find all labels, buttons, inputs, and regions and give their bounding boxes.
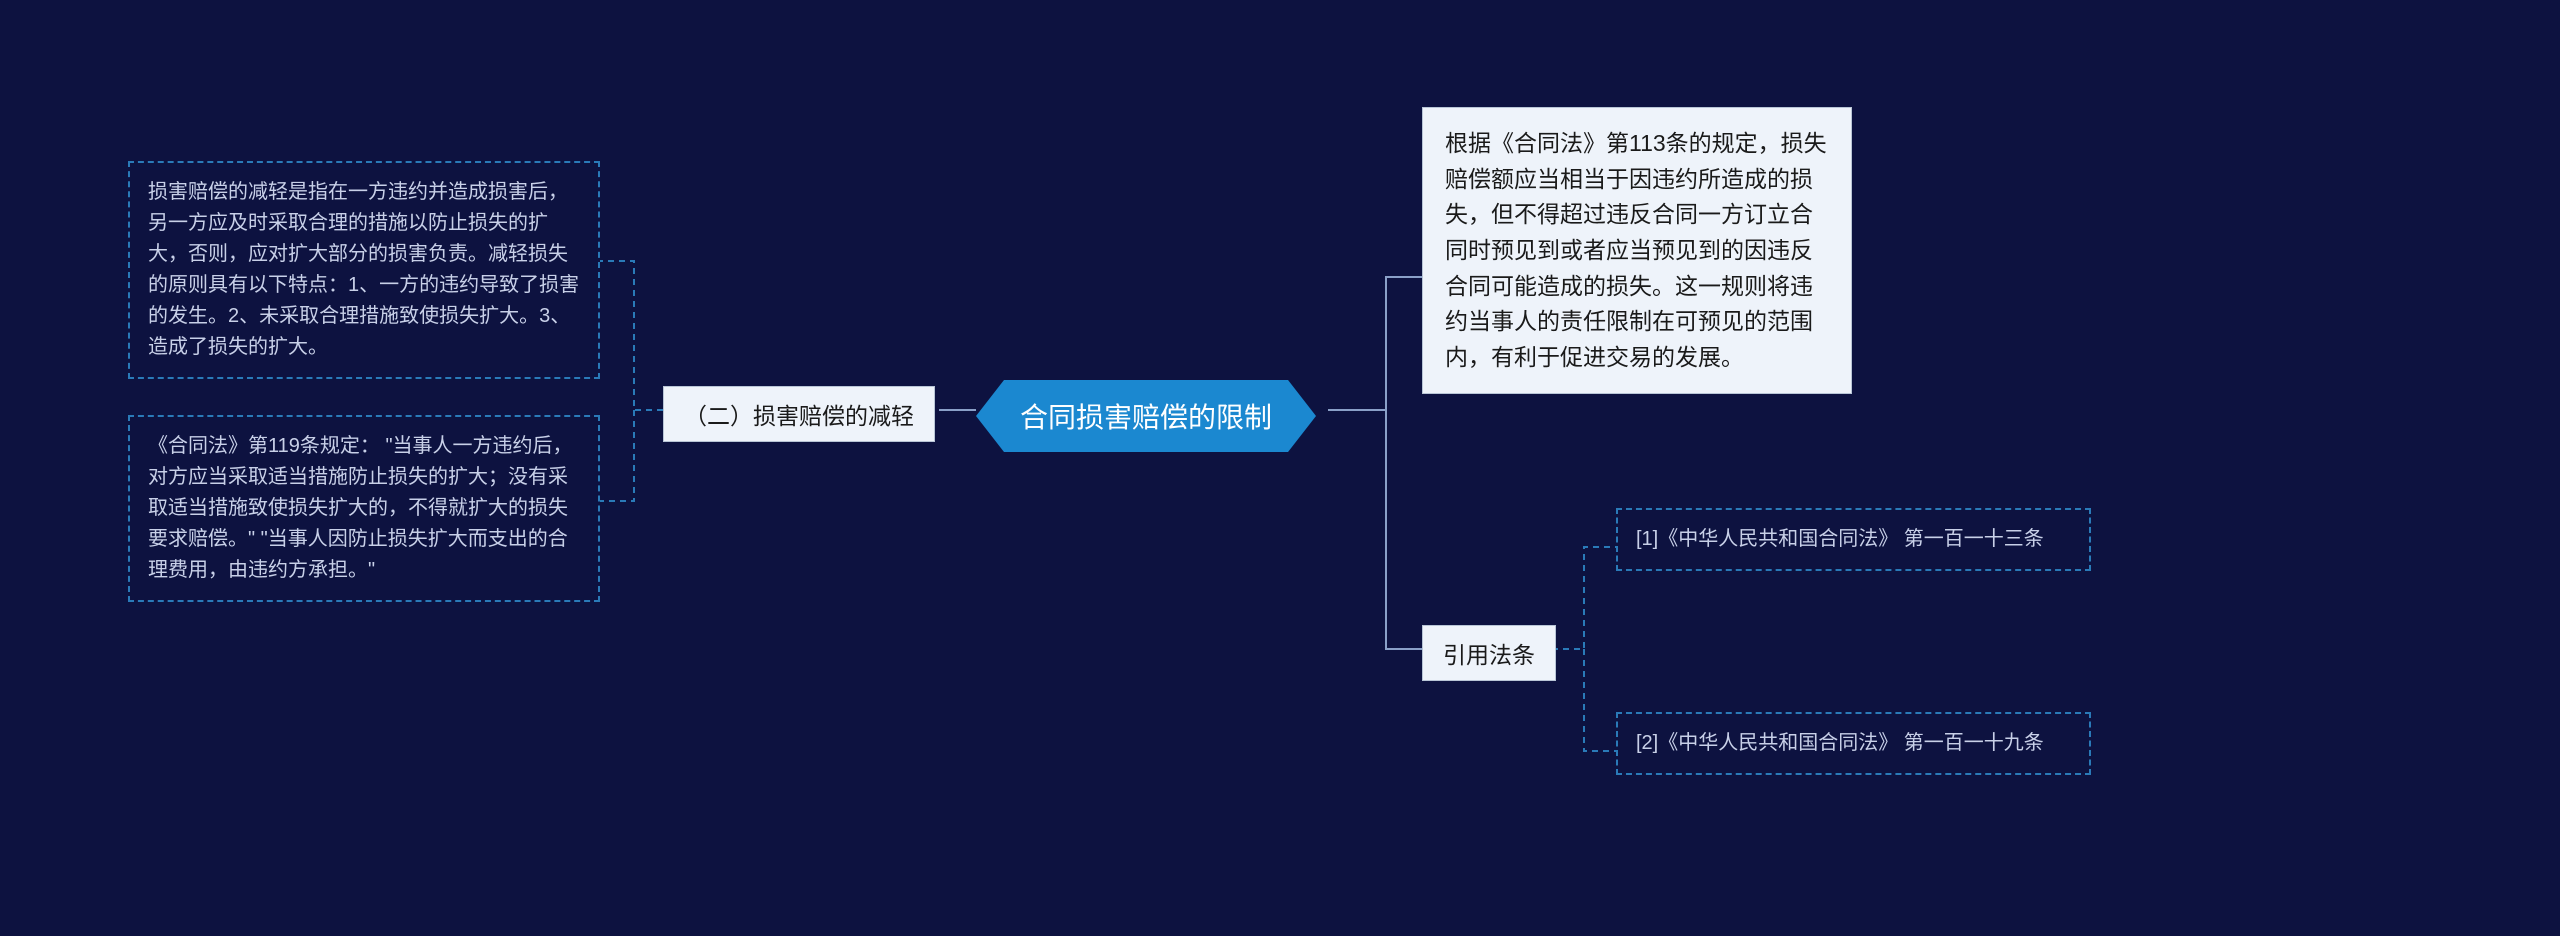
cite-child-0: [1]《中华人民共和国合同法》 第一百一十三条 <box>1616 508 2091 571</box>
left-child-0-text: 损害赔偿的减轻是指在一方违约并造成损害后，另一方应及时采取合理的措施以防止损失的… <box>148 181 579 358</box>
right-top-text: 根据《合同法》第113条的规定，损失赔偿额应当相当于因违约所造成的损失，但不得超… <box>1445 130 1827 370</box>
left-branch-label: （二）损害赔偿的减轻 <box>663 386 935 442</box>
center-node: 合同损害赔偿的限制 <box>976 380 1316 452</box>
cite-child-1: [2]《中华人民共和国合同法》 第一百一十九条 <box>1616 712 2091 775</box>
cite-child-1-text: [2]《中华人民共和国合同法》 第一百一十九条 <box>1636 732 2044 754</box>
right-top-box: 根据《合同法》第113条的规定，损失赔偿额应当相当于因违约所造成的损失，但不得超… <box>1422 107 1852 394</box>
left-child-0: 损害赔偿的减轻是指在一方违约并造成损害后，另一方应及时采取合理的措施以防止损失的… <box>128 161 600 379</box>
left-branch-label-text: （二）损害赔偿的减轻 <box>684 403 914 429</box>
cite-child-0-text: [1]《中华人民共和国合同法》 第一百一十三条 <box>1636 528 2044 550</box>
center-text: 合同损害赔偿的限制 <box>1020 402 1272 433</box>
cite-label-text: 引用法条 <box>1443 642 1535 668</box>
left-child-1-text: 《合同法》第119条规定： "当事人一方违约后，对方应当采取适当措施防止损失的扩… <box>148 435 573 581</box>
cite-label: 引用法条 <box>1422 625 1556 681</box>
left-child-1: 《合同法》第119条规定： "当事人一方违约后，对方应当采取适当措施防止损失的扩… <box>128 415 600 602</box>
